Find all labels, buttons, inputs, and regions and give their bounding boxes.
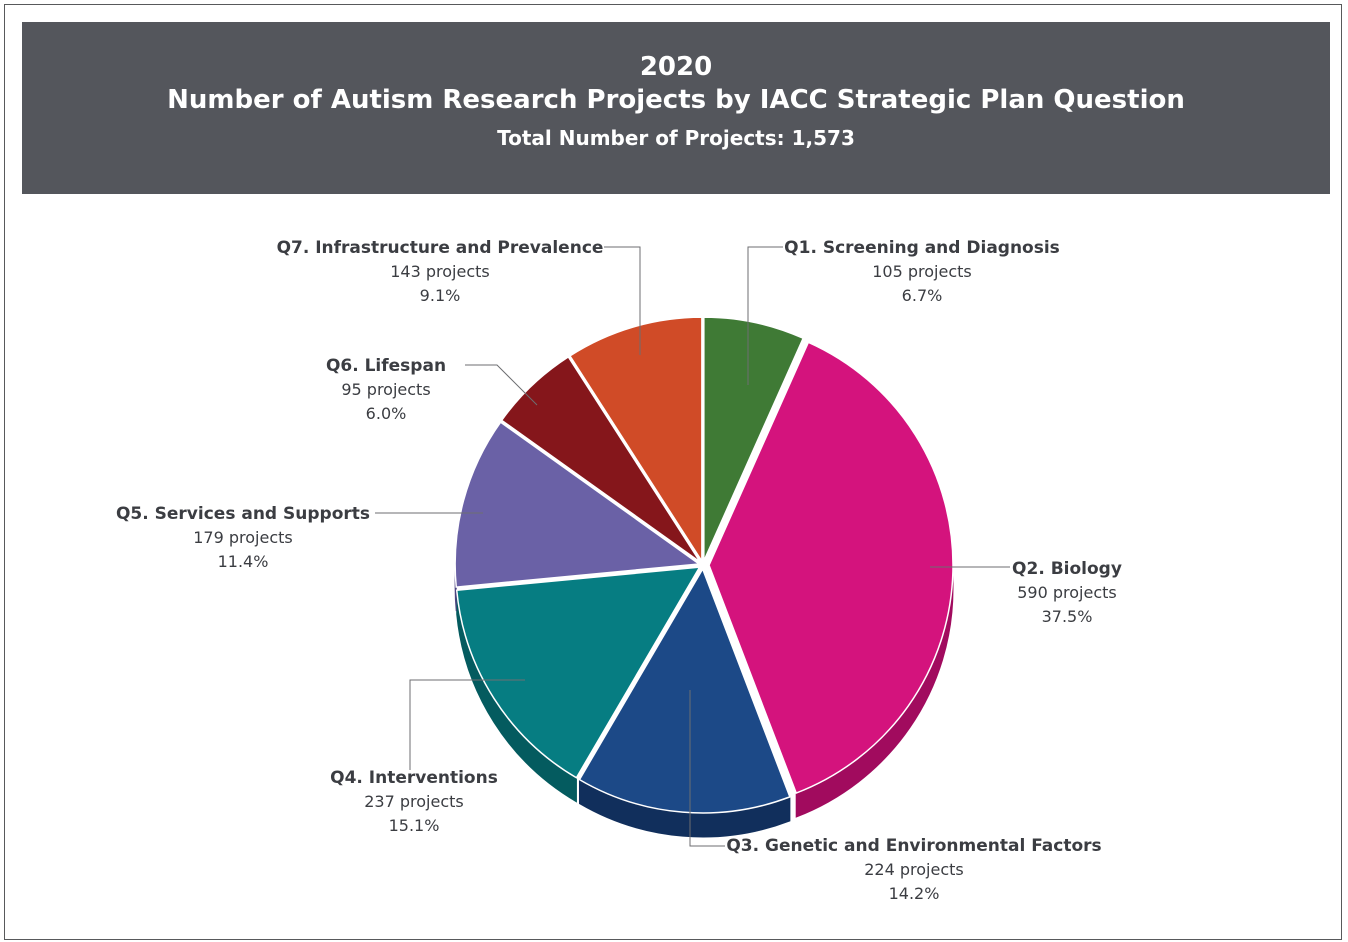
- pie-slice-2: [708, 341, 954, 795]
- slice-count-1: 105 projects: [872, 262, 972, 281]
- slice-label-4: Q4. Interventions: [330, 768, 498, 788]
- pie-slice-1: [703, 316, 805, 562]
- subtitle-total: 1,573: [791, 126, 855, 150]
- slice-count-3: 224 projects: [864, 860, 964, 879]
- slice-count-7: 143 projects: [390, 262, 490, 281]
- slice-count-2: 590 projects: [1017, 583, 1117, 602]
- slice-count-6: 95 projects: [341, 380, 430, 399]
- leader-line-6: [465, 364, 538, 406]
- slice-label-6: Q6. Lifespan: [326, 356, 446, 376]
- leader-line-4: [409, 679, 525, 770]
- slice-percent-7: 9.1%: [420, 286, 461, 305]
- pie-slice-3: [578, 567, 791, 814]
- leader-line-7: [604, 246, 641, 355]
- slice-percent-3: 14.2%: [889, 884, 940, 903]
- subtitle-prefix: Total Number of Projects:: [497, 126, 785, 150]
- slice-percent-6: 6.0%: [366, 404, 407, 423]
- pie-slice-4: [455, 566, 702, 779]
- chart-header: 2020 Number of Autism Research Projects …: [22, 22, 1330, 194]
- pie-slice-5: [454, 421, 702, 588]
- chart-subtitle: Total Number of Projects: 1,573: [22, 126, 1330, 150]
- slice-label-5: Q5. Services and Supports: [116, 504, 370, 524]
- chart-year: 2020: [639, 52, 713, 82]
- chart-title: Number of Autism Research Projects by IA…: [167, 85, 1185, 115]
- slice-label-3: Q3. Genetic and Environmental Factors: [726, 836, 1101, 856]
- slice-percent-2: 37.5%: [1042, 607, 1093, 626]
- slice-percent-4: 15.1%: [389, 816, 440, 835]
- slice-label-7: Q7. Infrastructure and Prevalence: [277, 238, 604, 258]
- pie-slice-7: [568, 316, 703, 564]
- leader-line-3: [689, 690, 725, 847]
- slice-label-1: Q1. Screening and Diagnosis: [784, 238, 1060, 258]
- slice-label-2: Q2. Biology: [1012, 559, 1122, 579]
- slice-percent-5: 11.4%: [218, 552, 269, 571]
- slice-percent-1: 6.7%: [902, 286, 943, 305]
- leader-line-1: [747, 246, 783, 385]
- slice-count-4: 237 projects: [364, 792, 464, 811]
- pie-slice-6: [500, 355, 701, 563]
- slice-count-5: 179 projects: [193, 528, 293, 547]
